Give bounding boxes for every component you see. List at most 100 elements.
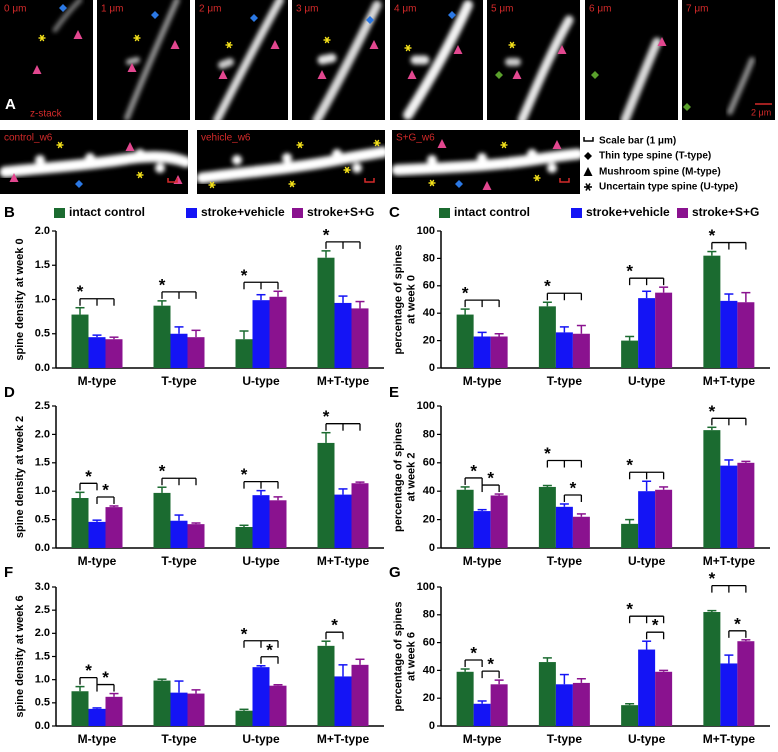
bar [720,465,738,548]
diamond-marker [683,103,691,111]
diamond-marker [75,180,83,188]
significance-label: * [102,668,109,687]
spine-head [85,153,95,163]
y-tick-label: 60 [423,280,435,292]
significance-label: * [159,275,166,294]
error-bar [75,306,85,315]
significance-bracket [563,494,583,502]
significance-label: * [241,465,248,484]
asterisk-stroke [57,141,63,149]
error-bar [542,484,552,487]
significance-label: * [102,480,109,499]
legend-label: intact control [69,205,145,219]
bar [490,336,508,368]
y-axis-label: percentage of spines [392,422,404,532]
x-tick-label: U-type [242,554,280,568]
triangle-marker [218,70,228,79]
bar [638,298,656,368]
diamond-marker [591,71,599,79]
significance-bracket [243,640,279,648]
diamond-marker [495,71,503,79]
panel-letter: F [4,564,13,581]
significance-label: * [462,284,469,303]
asterisk-stroke [374,139,380,147]
significance-bracket [96,496,115,504]
error-bar [707,426,717,431]
asterisk-stroke [297,141,303,149]
error-bar [460,308,470,315]
significance-bracket [546,292,583,301]
depth-label: 4 μm [394,4,416,15]
y-tick-label: 0.0 [35,720,50,732]
significance-label: * [487,469,494,488]
x-tick-label: T-type [547,554,583,568]
error-bar [273,496,283,501]
legend-label: stroke+S+G [307,205,374,219]
legend-scale-symbol [583,137,594,142]
error-bar [239,708,249,711]
x-tick-label: U-type [242,732,280,746]
example-label: control_w6 [4,133,53,144]
asterisk-marker [323,36,331,44]
dendrite-stroke [52,0,83,33]
asterisk-stroke [405,44,411,52]
depth-label: 1 μm [101,4,123,15]
significance-label: * [323,225,330,244]
bar [153,492,171,548]
bar [703,430,721,548]
x-tick-label: M+T-type [317,374,370,388]
error-bar [256,293,266,301]
y-tick-label: 1.5 [35,650,50,662]
error-bar [75,491,85,499]
y-tick-label: 20 [423,335,435,347]
legend-label: stroke+S+G [692,205,759,219]
bar [170,333,188,368]
significance-bracket [481,670,500,679]
bar [317,442,335,548]
diamond-marker [59,4,67,12]
bar [269,685,287,726]
significance-label: * [85,467,92,486]
significance-label: * [652,616,659,635]
microscopy-panel [682,0,775,120]
error-bar [625,335,635,341]
triangle-marker [407,70,417,79]
significance-bracket [464,299,500,308]
triangle-marker [657,37,667,46]
error-bar [321,640,331,646]
error-bar [239,524,249,527]
x-tick-label: M+T-type [703,374,756,388]
y-tick-label: 2.0 [35,225,50,237]
bar [703,255,721,368]
bar [153,305,171,368]
triangle-marker [170,40,180,49]
y-tick-label: 100 [417,400,435,412]
error-bar [741,639,751,642]
error-bar [109,336,119,340]
significance-label: * [470,461,477,480]
bar [555,506,573,548]
diamond-marker [455,180,463,188]
error-bar [494,333,504,337]
bar [334,676,352,726]
asterisk-marker [288,180,296,188]
triangle-marker [482,181,492,190]
asterisk-stroke [324,36,330,44]
y-tick-label: 0.5 [35,697,50,709]
error-bar [724,293,734,301]
error-bar [576,677,586,683]
error-bar [659,669,669,672]
significance-label: * [544,277,551,296]
legend-swatch [54,208,65,218]
error-bar [355,300,365,309]
dendrite-stroke [196,146,389,184]
error-bar [109,505,119,508]
bar [252,667,270,726]
error-bar [256,489,266,496]
significance-bracket [645,631,665,640]
error-bar [191,329,201,338]
bar [621,705,639,726]
error-bar [477,331,487,337]
y-tick-label: 1.5 [35,457,50,469]
asterisk-stroke [289,180,295,188]
